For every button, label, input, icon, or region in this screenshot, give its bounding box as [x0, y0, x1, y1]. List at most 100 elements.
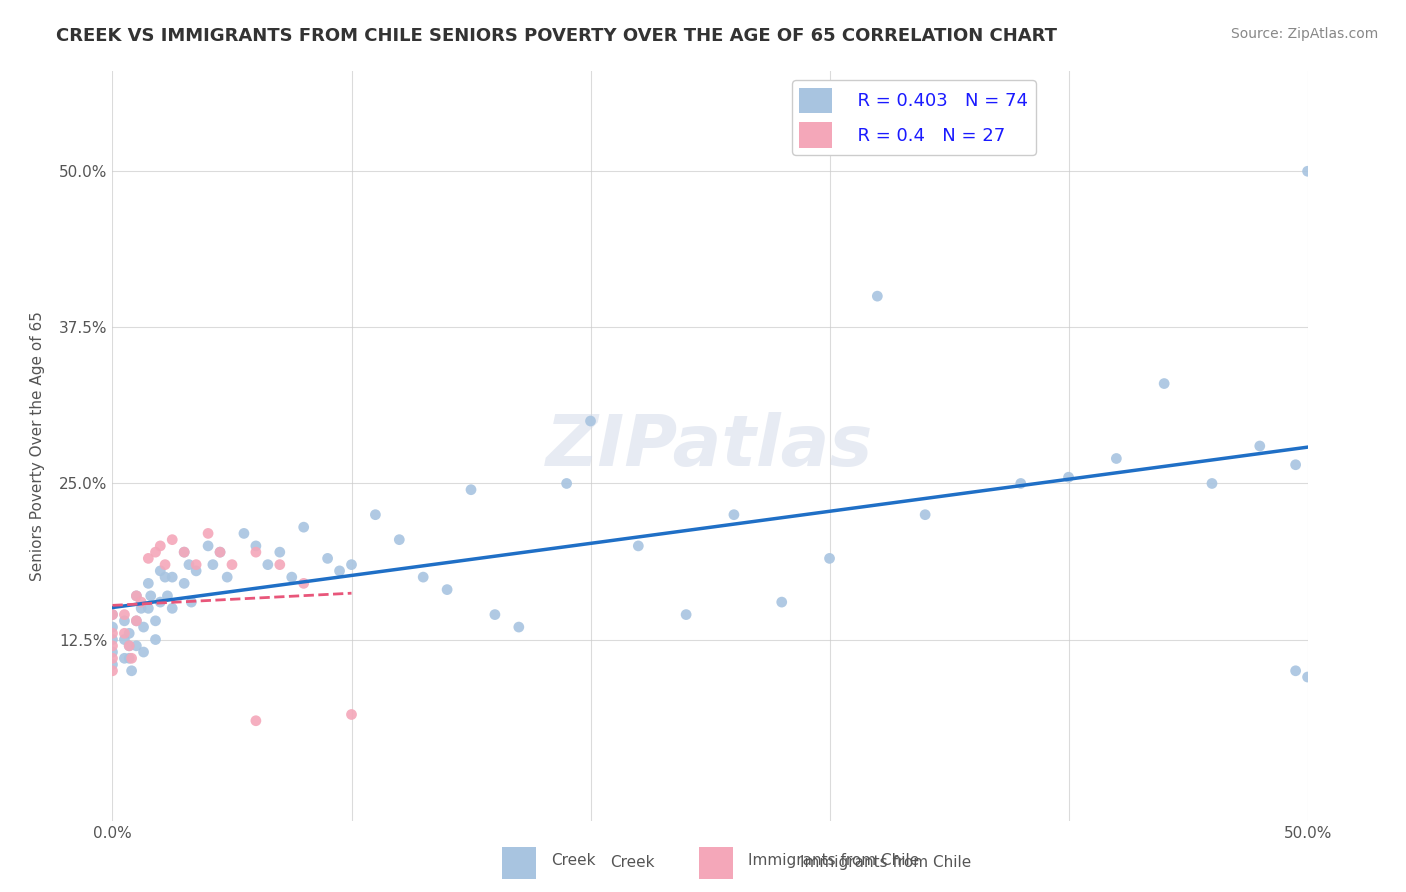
- Point: [138, 551, 160, 566]
- Point: [138, 576, 160, 591]
- Point: [675, 607, 697, 622]
- Point: [245, 714, 267, 728]
- Point: [114, 632, 135, 647]
- Point: [125, 639, 148, 653]
- Point: [125, 589, 148, 603]
- Point: [217, 570, 239, 584]
- Point: [162, 570, 183, 584]
- Point: [129, 595, 152, 609]
- Point: [1010, 476, 1032, 491]
- Text: Source: ZipAtlas.com: Source: ZipAtlas.com: [1230, 27, 1378, 41]
- Point: [1296, 164, 1319, 178]
- Point: [269, 545, 291, 559]
- Point: [388, 533, 411, 547]
- Point: [101, 632, 124, 647]
- Point: [114, 607, 135, 622]
- Point: [197, 539, 219, 553]
- Point: [114, 626, 135, 640]
- Point: [316, 551, 339, 566]
- Legend:   R = 0.403   N = 74,   R = 0.4   N = 27: R = 0.403 N = 74, R = 0.4 N = 27: [792, 80, 1036, 155]
- Point: [139, 589, 162, 603]
- Point: [156, 589, 179, 603]
- Point: [145, 614, 167, 628]
- Point: [153, 570, 176, 584]
- Point: [101, 664, 124, 678]
- Point: [1249, 439, 1271, 453]
- Point: [162, 601, 183, 615]
- Point: [173, 545, 195, 559]
- Point: [1285, 664, 1308, 678]
- Point: [770, 595, 793, 609]
- Point: [149, 595, 172, 609]
- Point: [145, 545, 167, 559]
- Point: [118, 626, 141, 640]
- Point: [1285, 458, 1308, 472]
- Point: [101, 607, 124, 622]
- Point: [138, 601, 160, 615]
- Point: [723, 508, 745, 522]
- Point: [1296, 670, 1319, 684]
- Point: [101, 639, 124, 653]
- Point: [114, 651, 135, 665]
- Point: [125, 589, 148, 603]
- Point: [340, 707, 363, 722]
- Point: [818, 551, 841, 566]
- Point: [186, 558, 208, 572]
- Point: [412, 570, 434, 584]
- Point: [460, 483, 482, 497]
- Point: [1105, 451, 1128, 466]
- Point: [118, 639, 141, 653]
- Point: [173, 545, 195, 559]
- Point: [121, 651, 143, 665]
- Point: [125, 614, 148, 628]
- Text: Creek: Creek: [610, 855, 655, 870]
- Point: [245, 545, 267, 559]
- FancyBboxPatch shape: [502, 847, 537, 879]
- Point: [177, 558, 200, 572]
- Point: [1153, 376, 1175, 391]
- Point: [269, 558, 291, 572]
- Point: [118, 639, 141, 653]
- Point: [508, 620, 530, 634]
- Point: [125, 614, 148, 628]
- Point: [101, 626, 124, 640]
- Text: CREEK VS IMMIGRANTS FROM CHILE SENIORS POVERTY OVER THE AGE OF 65 CORRELATION CH: CREEK VS IMMIGRANTS FROM CHILE SENIORS P…: [56, 27, 1057, 45]
- Point: [245, 539, 267, 553]
- Point: [866, 289, 889, 303]
- Point: [132, 645, 155, 659]
- Point: [153, 558, 176, 572]
- Point: [1057, 470, 1080, 484]
- Point: [118, 651, 141, 665]
- Point: [101, 620, 124, 634]
- Point: [101, 645, 124, 659]
- Point: [129, 601, 152, 615]
- Point: [1201, 476, 1223, 491]
- Point: [364, 508, 387, 522]
- Point: [145, 632, 167, 647]
- Point: [340, 558, 363, 572]
- Point: [101, 657, 124, 672]
- Point: [180, 595, 202, 609]
- Point: [292, 576, 315, 591]
- Point: [281, 570, 304, 584]
- Point: [484, 607, 506, 622]
- Text: Immigrants from Chile: Immigrants from Chile: [800, 855, 972, 870]
- FancyBboxPatch shape: [699, 847, 734, 879]
- Point: [201, 558, 224, 572]
- Point: [233, 526, 256, 541]
- Point: [101, 651, 124, 665]
- Point: [173, 576, 195, 591]
- Point: [436, 582, 458, 597]
- Point: [101, 607, 124, 622]
- Point: [292, 520, 315, 534]
- Point: [162, 533, 183, 547]
- Point: [121, 664, 143, 678]
- Point: [329, 564, 352, 578]
- Point: [257, 558, 280, 572]
- Point: [627, 539, 650, 553]
- Point: [197, 526, 219, 541]
- Point: [132, 620, 155, 634]
- Point: [149, 539, 172, 553]
- Point: [221, 558, 243, 572]
- Point: [914, 508, 936, 522]
